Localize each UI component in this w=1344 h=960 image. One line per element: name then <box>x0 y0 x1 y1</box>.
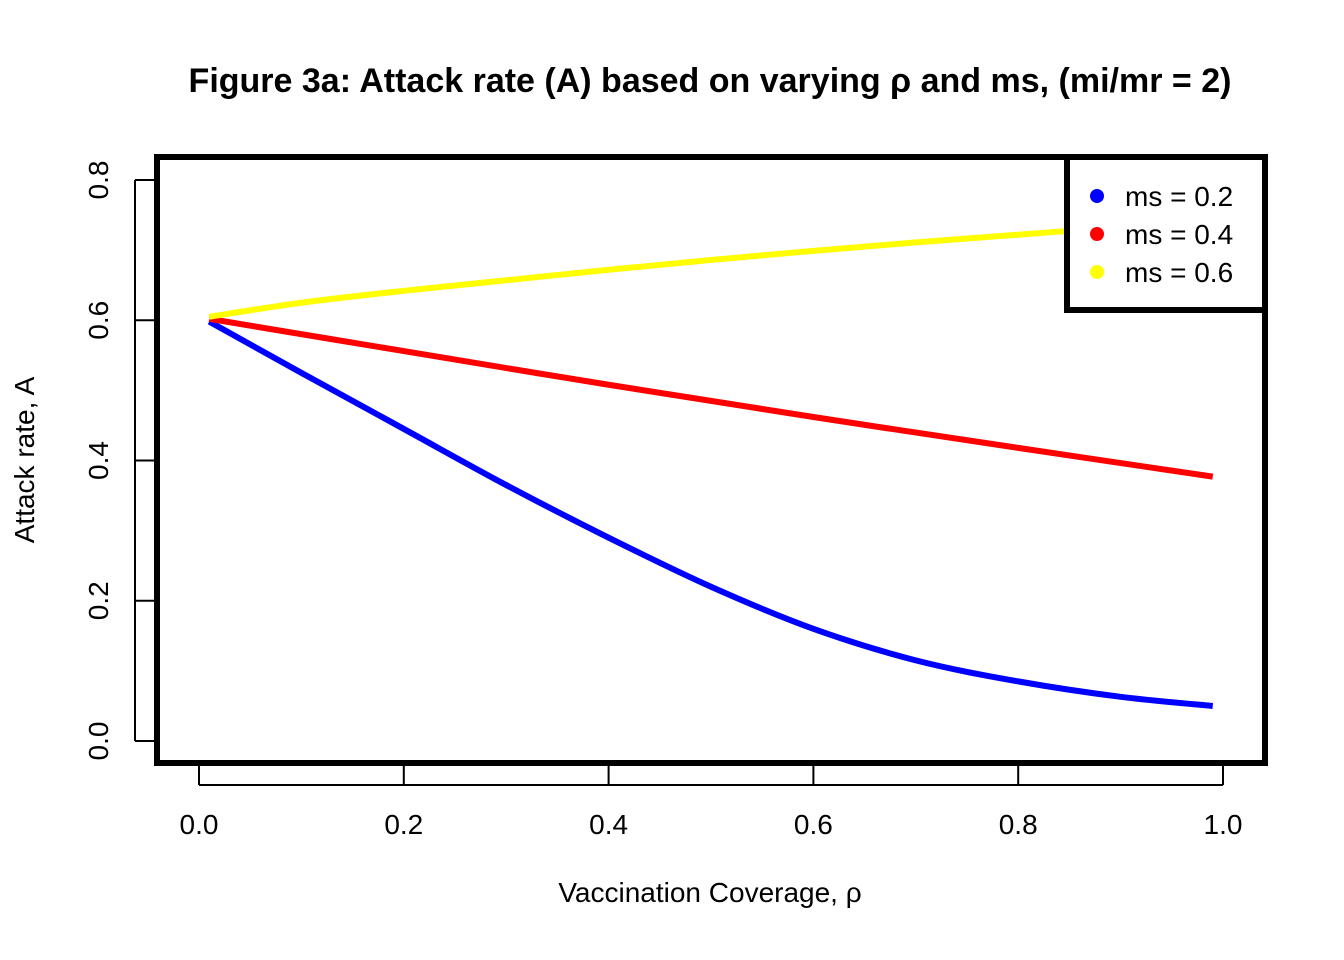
legend-label: ms = 0.6 <box>1125 257 1233 288</box>
x-tick-label: 1.0 <box>1204 809 1243 840</box>
series-line-2 <box>208 315 1214 480</box>
x-axis-label: Vaccination Coverage, ρ <box>558 877 861 908</box>
y-axis-label: Attack rate, A <box>9 376 40 543</box>
legend-marker <box>1090 189 1104 203</box>
legend-label: ms = 0.4 <box>1125 219 1233 250</box>
y-tick-label: 0.2 <box>83 581 114 620</box>
y-tick-label: 0.6 <box>83 301 114 340</box>
x-tick-label: 0.0 <box>180 809 219 840</box>
series-lines <box>207 217 1214 709</box>
series-line-3 <box>208 217 1213 320</box>
plot-frame <box>154 154 1268 766</box>
legend: ms = 0.2 ms = 0.4 ms = 0.6 <box>1064 154 1268 313</box>
x-tick-label: 0.4 <box>589 809 628 840</box>
axes: 0.0 0.2 0.4 0.6 0.8 1.0 0.0 0.2 0.4 0.6 0.8 <box>83 161 1242 840</box>
x-tick-label: 0.2 <box>384 809 423 840</box>
y-tick-label: 0.8 <box>83 161 114 200</box>
x-tick-label: 0.6 <box>794 809 833 840</box>
legend-marker <box>1090 227 1104 241</box>
chart-title: Figure 3a: Attack rate (A) based on vary… <box>189 62 1232 100</box>
legend-label: ms = 0.2 <box>1125 181 1233 212</box>
series-line-1 <box>207 319 1214 709</box>
x-tick-label: 0.8 <box>999 809 1038 840</box>
y-tick-label: 0.4 <box>83 441 114 480</box>
legend-marker <box>1090 265 1104 279</box>
y-tick-label: 0.0 <box>83 722 114 761</box>
